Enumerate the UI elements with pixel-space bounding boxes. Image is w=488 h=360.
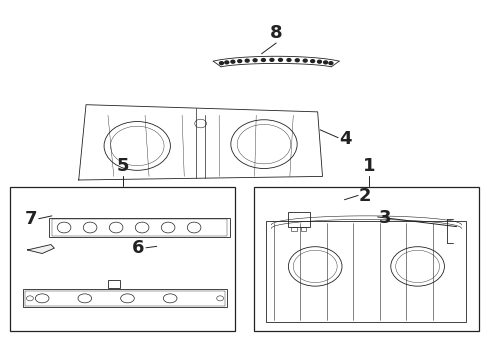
Circle shape <box>219 62 223 64</box>
Bar <box>108 280 120 288</box>
Circle shape <box>245 59 248 62</box>
Text: 2: 2 <box>358 187 371 205</box>
Text: 7: 7 <box>25 211 37 229</box>
Bar <box>49 218 229 237</box>
Circle shape <box>224 61 228 64</box>
Circle shape <box>237 60 241 63</box>
Bar <box>25 291 224 306</box>
Circle shape <box>278 58 282 61</box>
Text: 8: 8 <box>269 24 282 42</box>
Text: 4: 4 <box>339 130 351 148</box>
Bar <box>22 289 227 307</box>
Bar <box>266 221 466 321</box>
Circle shape <box>303 59 306 62</box>
Polygon shape <box>27 244 54 253</box>
Bar <box>290 226 296 231</box>
Circle shape <box>323 61 327 64</box>
Bar <box>300 226 306 231</box>
Circle shape <box>261 59 265 62</box>
Text: 6: 6 <box>132 239 144 257</box>
Text: 3: 3 <box>378 209 390 227</box>
Text: 5: 5 <box>116 157 128 175</box>
Polygon shape <box>79 105 322 180</box>
Circle shape <box>328 62 332 64</box>
Bar <box>288 212 310 226</box>
Bar <box>52 220 227 235</box>
Circle shape <box>253 59 257 62</box>
Circle shape <box>269 58 273 61</box>
Bar <box>254 187 478 330</box>
Bar <box>10 187 234 330</box>
Text: 1: 1 <box>362 157 374 175</box>
Circle shape <box>295 59 299 62</box>
Circle shape <box>317 60 321 63</box>
Circle shape <box>310 60 314 63</box>
Circle shape <box>230 60 234 63</box>
Circle shape <box>286 59 290 62</box>
